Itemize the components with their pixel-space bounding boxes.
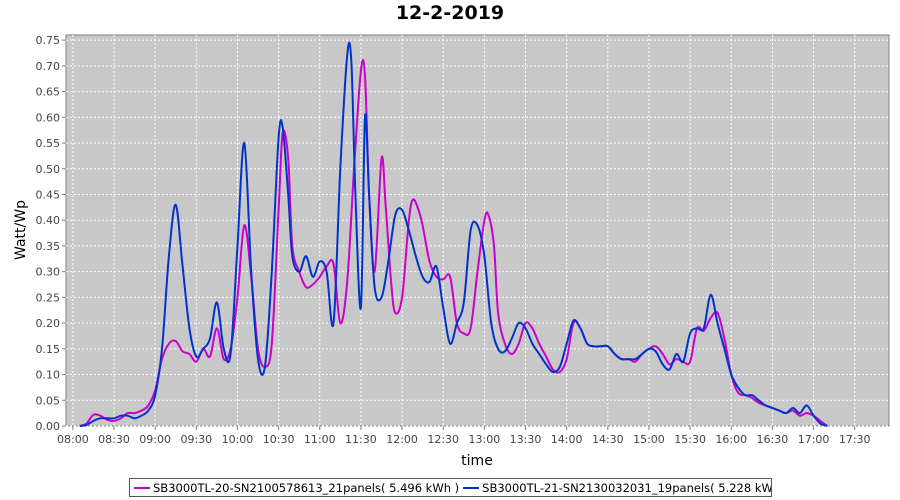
y-tick-label: 0.30 bbox=[36, 266, 61, 279]
x-tick-label: 14:00 bbox=[551, 433, 583, 446]
series-line-1 bbox=[79, 59, 828, 427]
y-tick-label: 0.65 bbox=[36, 86, 61, 99]
x-tick-label: 08:30 bbox=[98, 433, 130, 446]
x-axis: 08:00 08:30 09:00 09:30 10:00 10:30 11:00 11:30… bbox=[57, 426, 871, 446]
x-tick-label: 17:30 bbox=[839, 433, 871, 446]
plot-area bbox=[65, 34, 890, 427]
y-tick-label: 0.00 bbox=[36, 420, 61, 433]
x-tick-label: 10:30 bbox=[263, 433, 295, 446]
series-lines bbox=[79, 41, 828, 427]
x-tick-label: 13:30 bbox=[510, 433, 542, 446]
y-tick-label: 0.25 bbox=[36, 291, 61, 304]
legend: SB3000TL-20-SN2100578613_21panels( 5.496… bbox=[129, 478, 772, 497]
x-tick-label: 13:00 bbox=[469, 433, 501, 446]
x-tick-label: 15:30 bbox=[674, 433, 706, 446]
x-tick-label: 10:00 bbox=[222, 433, 254, 446]
series-line-2 bbox=[79, 41, 828, 427]
y-tick-label: 0.10 bbox=[36, 369, 61, 382]
x-tick-label: 08:00 bbox=[57, 433, 89, 446]
y-tick-label: 0.20 bbox=[36, 317, 61, 330]
y-tick-label: 0.15 bbox=[36, 343, 61, 356]
x-tick-label: 14:30 bbox=[592, 433, 624, 446]
x-tick-label: 12:00 bbox=[386, 433, 418, 446]
y-tick-label: 0.35 bbox=[36, 240, 61, 253]
x-tick-label: 12:30 bbox=[427, 433, 459, 446]
x-tick-label: 11:00 bbox=[304, 433, 336, 446]
y-tick-label: 0.60 bbox=[36, 111, 61, 124]
y-axis: 0.00 0.05 0.10 0.15 0.20 0.25 0.30 0.35 0.40 0.45… bbox=[36, 34, 66, 433]
x-tick-label: 09:00 bbox=[139, 433, 171, 446]
x-axis-label: time bbox=[461, 453, 493, 469]
y-tick-label: 0.05 bbox=[36, 394, 61, 407]
chart-title: 12-2-2019 bbox=[395, 2, 505, 24]
y-tick-label: 0.45 bbox=[36, 188, 61, 201]
legend-label: SB3000TL-21-SN2130032031_19panels( 5.228… bbox=[482, 480, 772, 495]
legend-swatch bbox=[463, 486, 480, 489]
legend-entry-1: SB3000TL-20-SN2100578613_21panels( 5.496… bbox=[134, 481, 459, 495]
y-axis-label: Watt/Wp bbox=[13, 200, 29, 260]
x-tick-label: 16:00 bbox=[715, 433, 747, 446]
x-tick-label: 16:30 bbox=[757, 433, 789, 446]
y-tick-label: 0.50 bbox=[36, 163, 61, 176]
x-tick-label: 09:30 bbox=[180, 433, 212, 446]
y-tick-label: 0.55 bbox=[36, 137, 61, 150]
legend-entry-2: SB3000TL-21-SN2130032031_19panels( 5.228… bbox=[463, 480, 772, 495]
legend-swatch bbox=[134, 486, 150, 489]
x-tick-label: 15:00 bbox=[633, 433, 665, 446]
legend-label: SB3000TL-20-SN2100578613_21panels( 5.496… bbox=[153, 480, 460, 495]
y-tick-label: 0.40 bbox=[36, 214, 61, 227]
x-tick-label: 17:00 bbox=[798, 433, 830, 446]
y-tick-label: 0.75 bbox=[36, 34, 61, 47]
x-tick-label: 11:30 bbox=[345, 433, 377, 446]
y-tick-label: 0.70 bbox=[36, 60, 61, 73]
